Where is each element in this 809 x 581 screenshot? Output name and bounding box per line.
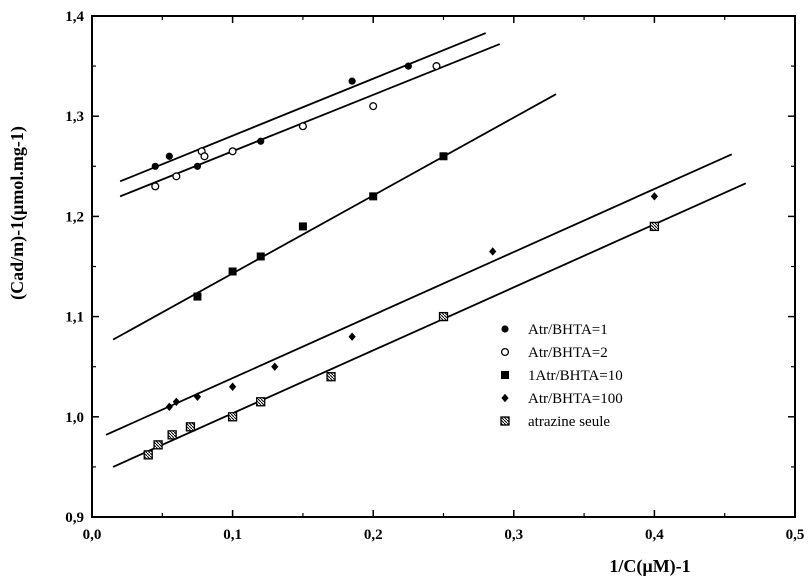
data-point — [228, 147, 237, 156]
fit-line — [112, 182, 747, 468]
legend-label: atrazine seule — [528, 414, 610, 430]
x-tick-label: 0,2 — [364, 527, 383, 543]
x-axis-title: 1/C(µM)-1 — [609, 556, 690, 577]
x-tick-label: 0,3 — [504, 527, 523, 543]
legend: Atr/BHTA=1 Atr/BHTA=2 1Atr/BHTA=10 Atr/BHTA… — [500, 322, 623, 430]
y-tick-label: 1,2 — [65, 209, 84, 225]
x-tick-label: 0,4 — [645, 527, 664, 543]
data-point — [348, 332, 356, 341]
data-point — [185, 422, 196, 432]
legend-marker — [501, 325, 509, 333]
fit-line — [112, 93, 557, 341]
x-tick-label: 0,0 — [83, 527, 102, 543]
y-tick-label: 1,3 — [65, 109, 84, 125]
data-point — [298, 122, 307, 131]
data-point — [151, 162, 159, 170]
data-point — [172, 397, 180, 406]
data-point — [649, 221, 660, 232]
data-point — [153, 440, 163, 450]
data-point — [167, 430, 177, 440]
data-point — [193, 392, 202, 401]
data-point — [489, 247, 497, 256]
data-point — [228, 267, 237, 276]
y-tick-label: 0,9 — [65, 510, 84, 526]
legend-marker — [501, 393, 509, 403]
y-axis-title: (Cad/m)-1(µmol.mg-1) — [7, 126, 28, 300]
data-point — [432, 62, 441, 71]
data-point — [438, 311, 449, 322]
legend-label: Atr/BHTA=2 — [528, 345, 608, 361]
data-point — [369, 102, 378, 111]
x-tick-label: 0,1 — [223, 527, 242, 543]
fit-line — [119, 32, 487, 183]
y-tick-label: 1,4 — [65, 9, 84, 25]
y-tick-label: 1,0 — [65, 410, 84, 426]
legend-marker — [501, 371, 509, 379]
data-point — [193, 292, 202, 301]
data-point — [298, 222, 307, 231]
data-point — [404, 62, 412, 70]
data-point — [348, 77, 356, 85]
y-tick-label: 1,1 — [65, 310, 84, 326]
legend-marker — [500, 347, 510, 357]
data-point — [256, 397, 266, 407]
data-point — [200, 152, 209, 161]
data-point — [229, 382, 237, 391]
legend-label: 1Atr/BHTA=10 — [528, 368, 623, 384]
data-point — [369, 192, 378, 201]
x-tick-label: 0,5 — [786, 527, 805, 543]
axes: 0,0 0,1 0,2 0,3 0,4 0,5 0,9 1,0 1,1 1,2 1,3 1,4 — [65, 9, 804, 543]
data-points — [143, 62, 660, 460]
fit-line — [105, 153, 733, 436]
data-point — [326, 372, 336, 382]
legend-label: Atr/BHTA=100 — [528, 391, 623, 407]
data-point — [165, 152, 173, 160]
plot-frame — [91, 15, 796, 518]
data-point — [439, 152, 448, 161]
data-point — [143, 450, 153, 460]
data-point — [165, 402, 173, 411]
data-point — [257, 137, 265, 145]
fit-lines — [105, 32, 747, 468]
data-point — [151, 182, 160, 191]
data-point — [256, 252, 265, 261]
data-point — [650, 192, 658, 201]
data-point — [271, 362, 279, 371]
data-point — [193, 162, 202, 170]
legend-label: Atr/BHTA=1 — [528, 322, 608, 338]
legend-marker — [500, 416, 510, 426]
data-point — [172, 172, 181, 181]
data-point — [227, 412, 238, 422]
